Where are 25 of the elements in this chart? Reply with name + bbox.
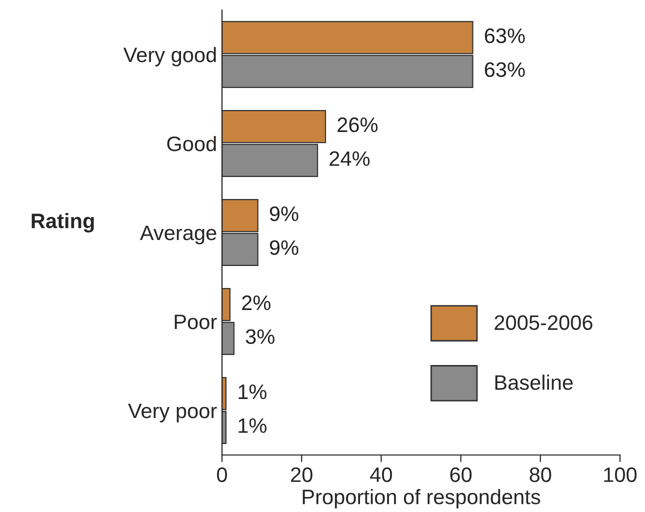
y-tick-label: Very poor — [128, 404, 217, 422]
x-tick-label: 80 — [530, 467, 552, 482]
x-tick-label: 100 — [604, 467, 637, 482]
x-axis-title: Proportion of respondents — [302, 489, 540, 508]
data-label: 24% — [330, 151, 370, 166]
legend-label: Baseline — [495, 374, 573, 390]
x-tick-label: 0 — [217, 467, 227, 482]
y-tick-label: Good — [167, 136, 216, 152]
legend-label: 2005-2006 — [494, 315, 592, 330]
x-tick-label: 20 — [291, 467, 312, 482]
data-label: 9% — [270, 240, 298, 255]
data-label: 2% — [242, 295, 270, 310]
data-label: 63% — [484, 62, 525, 77]
data-label: 63% — [484, 28, 525, 44]
y-tick-label: Average — [140, 226, 216, 244]
data-label: 1% — [238, 418, 266, 433]
y-tick-label: Very good — [123, 46, 216, 66]
data-label: 9% — [270, 206, 298, 222]
data-label: 3% — [246, 329, 274, 344]
x-tick-label: 60 — [450, 467, 472, 482]
y-axis-title: Rating — [32, 212, 94, 232]
data-label: 1% — [238, 384, 266, 400]
y-tick-label: Poor — [174, 314, 217, 330]
x-tick-label: 40 — [370, 467, 392, 482]
data-label: 26% — [338, 117, 378, 132]
